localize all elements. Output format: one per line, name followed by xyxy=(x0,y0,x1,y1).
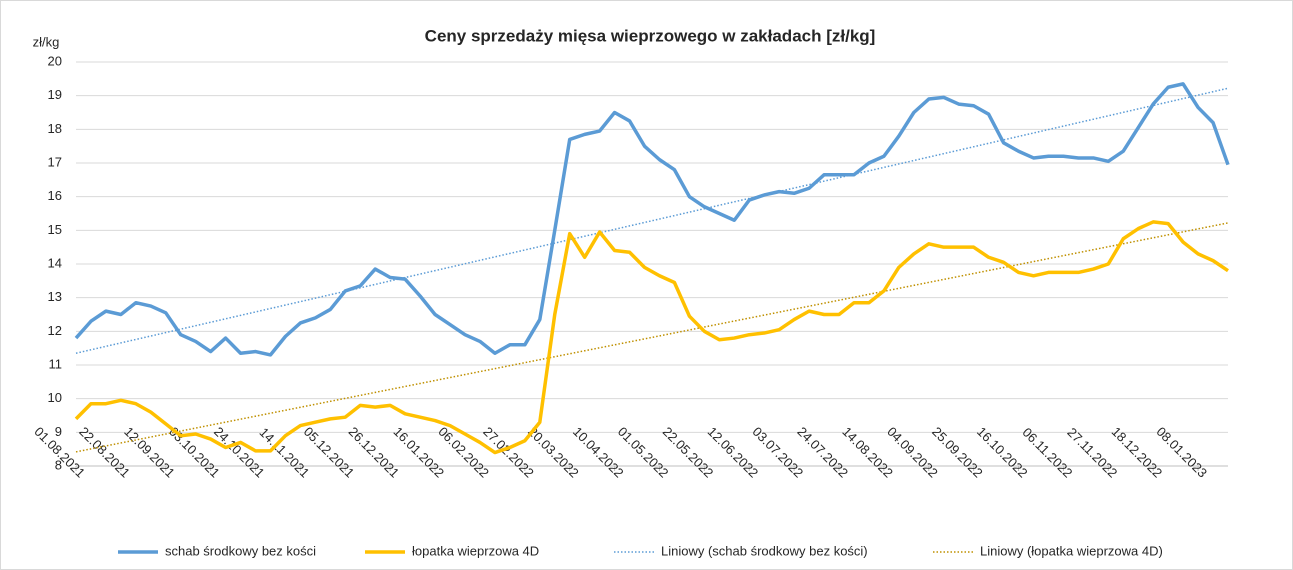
y-tick-label: 11 xyxy=(49,356,63,371)
y-tick-label: 14 xyxy=(48,255,62,270)
y-tick-label: 18 xyxy=(48,121,62,136)
series-line xyxy=(74,82,1230,357)
y-tick-label: 20 xyxy=(48,53,62,68)
legend-label: Liniowy (łopatka wieprzowa 4D) xyxy=(980,543,1163,558)
y-tick-label: 12 xyxy=(48,323,62,338)
legend-label: łopatka wieprzowa 4D xyxy=(412,543,539,558)
y-tick-label: 10 xyxy=(48,390,62,405)
y-tick-label: 15 xyxy=(48,222,62,237)
y-tick-label: 16 xyxy=(48,188,62,203)
y-tick-label: 17 xyxy=(48,154,62,169)
y-tick-label: 19 xyxy=(48,87,62,102)
y-tick-label: 9 xyxy=(55,424,62,439)
legend-label: Liniowy (schab środkowy bez kości) xyxy=(661,543,868,558)
y-tick-label: 8 xyxy=(55,457,62,472)
y-axis-label: zł/kg xyxy=(33,34,60,49)
y-tick-label: 13 xyxy=(48,289,62,304)
series-line xyxy=(74,220,1229,455)
legend-label: schab środkowy bez kości xyxy=(165,543,316,558)
chart-title: Ceny sprzedaży mięsa wieprzowego w zakła… xyxy=(425,26,876,45)
trendline xyxy=(75,87,1229,354)
